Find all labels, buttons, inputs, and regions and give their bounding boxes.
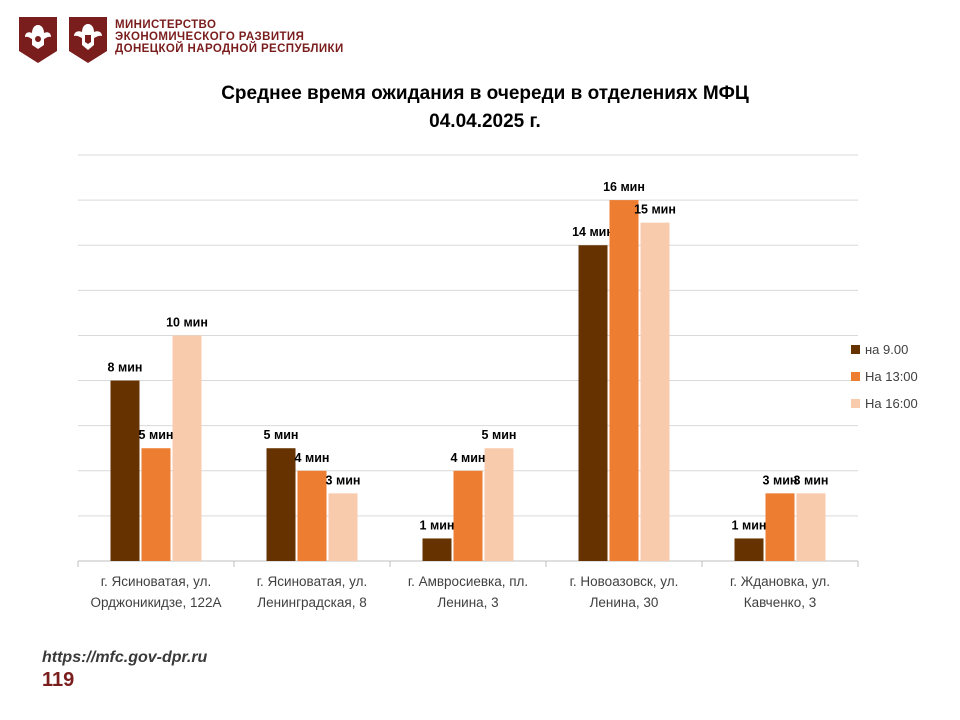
footer-url: https://mfc.gov-dpr.ru <box>42 649 208 666</box>
data-label: 1 мин <box>420 518 455 532</box>
coat-of-arms-russia-icon <box>19 17 57 63</box>
legend-label: На 13:00 <box>865 369 918 384</box>
legend-swatch <box>851 345 860 354</box>
ministry-name: МИНИСТЕРСТВО ЭКОНОМИЧЕСКОГО РАЗВИТИЯ ДОН… <box>115 19 344 55</box>
bar <box>266 448 296 561</box>
data-label: 14 мин <box>572 225 614 239</box>
category-label: Ленина, 30 <box>590 595 659 610</box>
data-label: 1 мин <box>732 518 767 532</box>
legend-label: На 16:00 <box>865 396 918 411</box>
data-label: 5 мин <box>264 428 299 442</box>
data-label: 16 мин <box>603 180 645 194</box>
legend-label: на 9.00 <box>865 342 908 357</box>
ministry-name-line-2: ЭКОНОМИЧЕСКОГО РАЗВИТИЯ <box>115 31 305 43</box>
category-label: Орджоникидзе, 122А <box>90 595 221 610</box>
data-label: 10 мин <box>166 315 208 329</box>
data-label: 3 мин <box>794 473 829 487</box>
bar <box>484 448 514 561</box>
bar <box>609 200 639 561</box>
bar <box>422 538 452 561</box>
bar <box>328 493 358 561</box>
data-label: 4 мин <box>451 451 486 465</box>
bar <box>734 538 764 561</box>
ministry-name-line-3: ДОНЕЦКОЙ НАРОДНОЙ РЕСПУБЛИКИ <box>115 43 344 55</box>
data-label: 5 мин <box>139 428 174 442</box>
data-label: 15 мин <box>634 203 676 217</box>
category-label: г. Ясиноватая, ул. <box>101 574 211 589</box>
bar <box>141 448 171 561</box>
data-label: 3 мин <box>326 473 361 487</box>
category-label: Ленина, 3 <box>437 595 498 610</box>
page-number: 119 <box>42 669 75 691</box>
bar <box>796 493 826 561</box>
chart-title: Среднее время ожидания в очереди в отдел… <box>221 83 749 104</box>
data-label: 8 мин <box>108 361 143 375</box>
category-label: г. Ясиноватая, ул. <box>257 574 367 589</box>
ministry-name-line-1: МИНИСТЕРСТВО <box>115 19 217 31</box>
bar <box>640 222 670 561</box>
data-label: 5 мин <box>482 428 517 442</box>
bar <box>578 245 608 561</box>
bar <box>453 470 483 561</box>
category-label: г. Новоазовск, ул. <box>570 574 679 589</box>
bar <box>297 470 327 561</box>
data-label: 3 мин <box>763 473 798 487</box>
data-label: 4 мин <box>295 451 330 465</box>
coat-of-arms-dpr-icon <box>69 17 107 63</box>
category-label: Кавченко, 3 <box>744 595 817 610</box>
legend-swatch <box>851 372 860 381</box>
bar <box>110 380 140 561</box>
bar <box>765 493 795 561</box>
legend-swatch <box>851 399 860 408</box>
category-label: Ленинградская, 8 <box>257 595 366 610</box>
category-label: г. Ждановка, ул. <box>730 574 830 589</box>
bar <box>172 335 202 561</box>
chart-date: 04.04.2025 г. <box>429 111 541 132</box>
category-label: г. Амвросиевка, пл. <box>408 574 528 589</box>
